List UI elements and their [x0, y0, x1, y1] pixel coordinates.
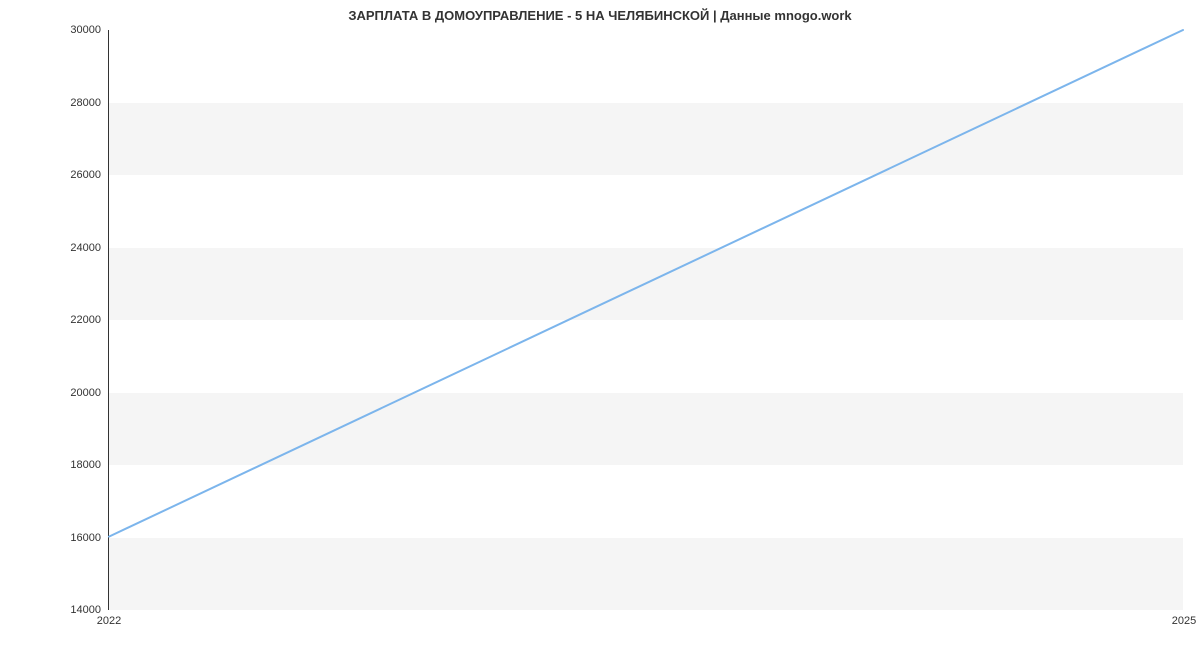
y-tick-label: 20000 — [70, 387, 101, 399]
x-tick-label: 2022 — [97, 615, 121, 627]
y-tick-label: 22000 — [70, 314, 101, 326]
y-tick-label: 24000 — [70, 242, 101, 254]
chart-title: ЗАРПЛАТА В ДОМОУПРАВЛЕНИЕ - 5 НА ЧЕЛЯБИН… — [0, 8, 1200, 23]
y-tick-label: 30000 — [70, 24, 101, 36]
y-tick-label: 16000 — [70, 532, 101, 544]
series-line — [109, 30, 1183, 537]
series-layer — [109, 30, 1183, 609]
plot-area: 1400016000180002000022000240002600028000… — [108, 30, 1183, 610]
line-chart: ЗАРПЛАТА В ДОМОУПРАВЛЕНИЕ - 5 НА ЧЕЛЯБИН… — [0, 0, 1200, 650]
y-tick-label: 18000 — [70, 459, 101, 471]
x-tick-label: 2025 — [1172, 615, 1196, 627]
y-tick-label: 26000 — [70, 169, 101, 181]
y-tick-label: 28000 — [70, 97, 101, 109]
